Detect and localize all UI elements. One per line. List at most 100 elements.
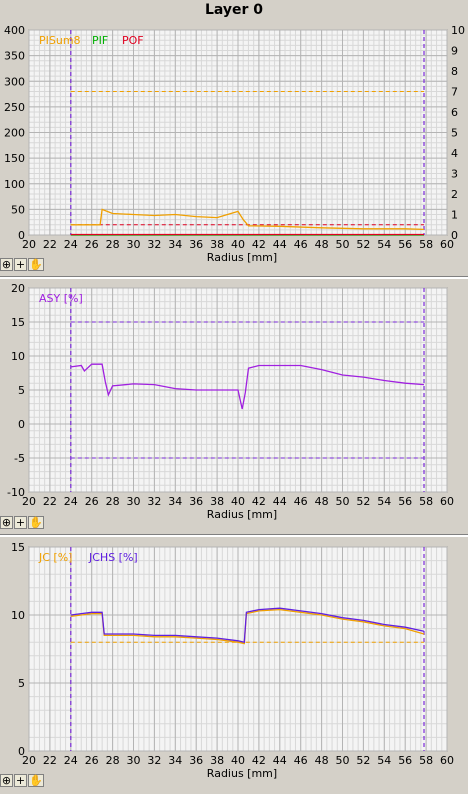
series-line-asy bbox=[70, 363, 425, 410]
panel-divider bbox=[0, 534, 468, 537]
x-tick-label: 38 bbox=[210, 495, 224, 508]
chart-asymmetry: 20 22 24 26 28 30 32 34 36 38 40 42 44 46 48 50 52 54 56 58… bbox=[7, 282, 454, 521]
x-tick-label: 44 bbox=[273, 238, 287, 251]
y2-tick-label: 3 bbox=[451, 168, 458, 181]
x-tick-label: 46 bbox=[294, 754, 308, 767]
x-tick-label: 48 bbox=[315, 495, 329, 508]
x-tick-label: 20 bbox=[22, 495, 36, 508]
x-tick-label: 54 bbox=[377, 754, 391, 767]
x-tick-label: 56 bbox=[398, 754, 412, 767]
crosshair-icon[interactable]: + bbox=[14, 774, 27, 787]
x-tick-label: 48 bbox=[315, 754, 329, 767]
x-tick-label: 46 bbox=[294, 495, 308, 508]
legend-entry: JCHS [%] bbox=[88, 551, 138, 564]
x-tick-label: 52 bbox=[356, 754, 370, 767]
y2-tick-label: 7 bbox=[451, 86, 458, 99]
chart-panel-pi: 20 22 24 26 28 30 32 34 36 38 40 42 44 46 48 50 52 54 56 58… bbox=[0, 20, 468, 278]
hand-icon[interactable]: ✋ bbox=[28, 774, 44, 787]
chart-toolbar: ⊕ + ✋ bbox=[0, 258, 44, 272]
y-tick-label: 10 bbox=[11, 609, 25, 622]
y-tick-label: 0 bbox=[18, 418, 25, 431]
y-tick-label: 50 bbox=[11, 203, 25, 216]
panel-divider bbox=[0, 276, 468, 279]
hand-icon[interactable]: ✋ bbox=[28, 516, 44, 529]
x-tick-label: 34 bbox=[168, 495, 182, 508]
x-tick-label: 40 bbox=[231, 754, 245, 767]
x-tick-label: 22 bbox=[43, 238, 57, 251]
x-tick-label: 40 bbox=[231, 238, 245, 251]
x-tick-label: 26 bbox=[85, 754, 99, 767]
x-tick-label: 52 bbox=[356, 495, 370, 508]
y-tick-label: 0 bbox=[18, 745, 25, 758]
x-tick-label: 36 bbox=[189, 495, 203, 508]
zoom-icon[interactable]: ⊕ bbox=[0, 258, 13, 271]
y-tick-label: -5 bbox=[14, 452, 25, 465]
legend-entry: ASY [%] bbox=[39, 292, 83, 305]
x-tick-label: 34 bbox=[168, 238, 182, 251]
x-tick-label: 26 bbox=[85, 495, 99, 508]
y-tick-label: 0 bbox=[18, 229, 25, 242]
x-axis-label: Radius [mm] bbox=[207, 767, 277, 780]
x-tick-label: 44 bbox=[273, 754, 287, 767]
y-tick-label: 350 bbox=[4, 50, 25, 63]
window-title: Layer 0 bbox=[204, 2, 264, 18]
y-tick-label: 20 bbox=[11, 282, 25, 295]
legend-entry: JC [%] bbox=[38, 551, 72, 564]
x-tick-label: 38 bbox=[210, 754, 224, 767]
hand-icon[interactable]: ✋ bbox=[28, 258, 44, 271]
x-tick-label: 60 bbox=[440, 754, 454, 767]
y-tick-label: 10 bbox=[11, 350, 25, 363]
chart-toolbar: ⊕ + ✋ bbox=[0, 774, 44, 788]
x-tick-label: 42 bbox=[252, 754, 266, 767]
x-tick-label: 24 bbox=[64, 754, 78, 767]
x-tick-label: 48 bbox=[315, 238, 329, 251]
x-tick-label: 50 bbox=[336, 238, 350, 251]
x-tick-label: 28 bbox=[106, 754, 120, 767]
series-line-pisum8 bbox=[70, 208, 425, 231]
y-tick-label: 100 bbox=[4, 178, 25, 191]
x-tick-label: 38 bbox=[210, 238, 224, 251]
y-tick-label: 150 bbox=[4, 152, 25, 165]
x-tick-label: 22 bbox=[43, 754, 57, 767]
zoom-icon[interactable]: ⊕ bbox=[0, 774, 13, 787]
x-tick-label: 32 bbox=[147, 754, 161, 767]
crosshair-icon[interactable]: + bbox=[14, 516, 27, 529]
y2-tick-label: 1 bbox=[451, 209, 458, 222]
x-tick-label: 44 bbox=[273, 495, 287, 508]
x-tick-label: 30 bbox=[127, 495, 141, 508]
x-tick-label: 28 bbox=[106, 495, 120, 508]
legend-entry: POF bbox=[122, 34, 144, 47]
x-tick-label: 56 bbox=[398, 238, 412, 251]
y-tick-label: 200 bbox=[4, 127, 25, 140]
x-tick-label: 20 bbox=[22, 238, 36, 251]
y2-tick-label: 10 bbox=[451, 24, 465, 37]
x-tick-label: 34 bbox=[168, 754, 182, 767]
series-line-jchs bbox=[70, 607, 425, 643]
chart-jitter: 20 22 24 26 28 30 32 34 36 38 40 42 44 46 48 50 52 54 56 58… bbox=[11, 541, 454, 780]
y-tick-label: 250 bbox=[4, 101, 25, 114]
x-axis-label: Radius [mm] bbox=[207, 251, 277, 264]
x-tick-label: 20 bbox=[22, 754, 36, 767]
legend-entry: PISum8 bbox=[39, 34, 81, 47]
y-tick-label: 15 bbox=[11, 316, 25, 329]
x-tick-label: 50 bbox=[336, 495, 350, 508]
x-tick-label: 22 bbox=[43, 495, 57, 508]
x-tick-label: 40 bbox=[231, 495, 245, 508]
y-tick-label: 300 bbox=[4, 75, 25, 88]
x-tick-label: 32 bbox=[147, 495, 161, 508]
x-axis-label: Radius [mm] bbox=[207, 508, 277, 521]
x-tick-label: 28 bbox=[106, 238, 120, 251]
chart-panel-asy: 20 22 24 26 28 30 32 34 36 38 40 42 44 46 48 50 52 54 56 58… bbox=[0, 278, 468, 536]
y2-tick-label: 0 bbox=[451, 229, 458, 242]
crosshair-icon[interactable]: + bbox=[14, 258, 27, 271]
x-tick-label: 58 bbox=[419, 495, 433, 508]
x-tick-label: 50 bbox=[336, 754, 350, 767]
x-tick-label: 24 bbox=[64, 238, 78, 251]
y-tick-label: 400 bbox=[4, 24, 25, 37]
zoom-icon[interactable]: ⊕ bbox=[0, 516, 13, 529]
chart-panel-jitter: 20 22 24 26 28 30 32 34 36 38 40 42 44 46 48 50 52 54 56 58… bbox=[0, 536, 468, 794]
y2-tick-label: 4 bbox=[451, 147, 458, 160]
x-tick-label: 58 bbox=[419, 754, 433, 767]
x-tick-label: 60 bbox=[440, 495, 454, 508]
y2-tick-label: 9 bbox=[451, 45, 458, 58]
